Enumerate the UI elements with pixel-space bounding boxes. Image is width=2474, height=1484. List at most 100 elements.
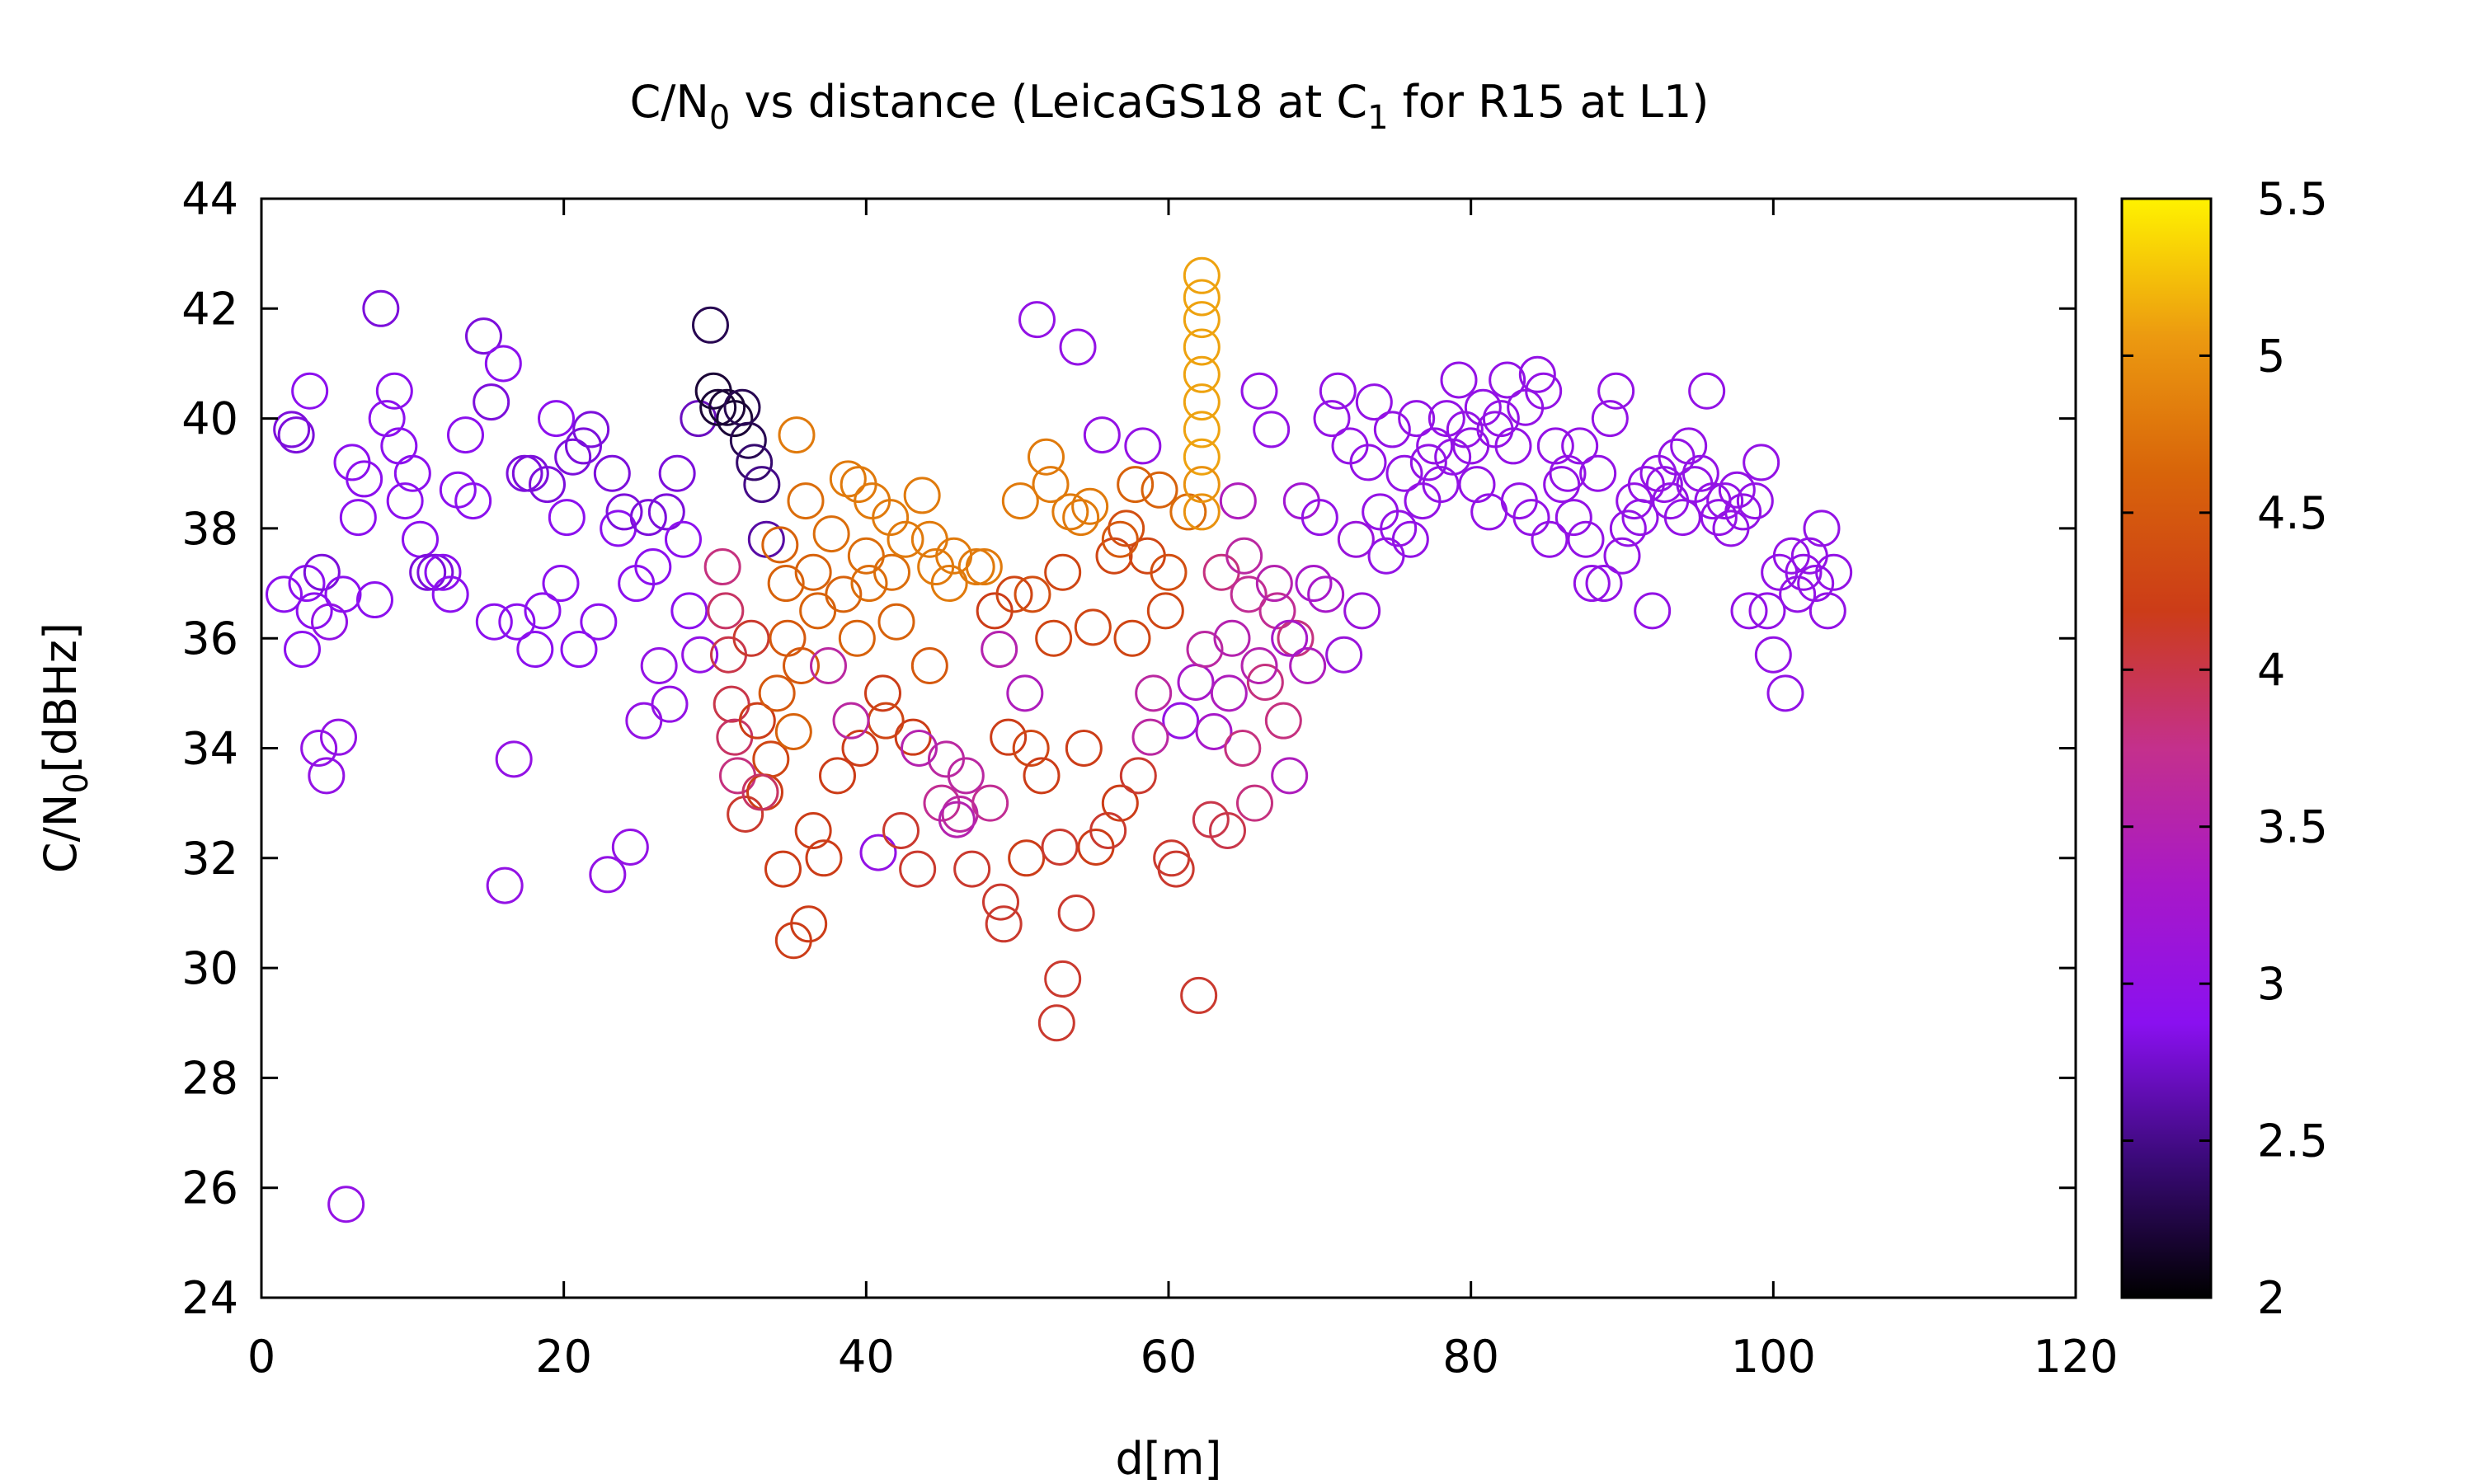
- data-point: [1416, 427, 1454, 465]
- data-point: [605, 493, 643, 531]
- data-point: [1101, 784, 1139, 822]
- data-point: [1730, 592, 1768, 630]
- data-point: [1319, 372, 1357, 410]
- data-point: [1035, 619, 1073, 657]
- data-point: [324, 575, 362, 613]
- data-point: [362, 289, 400, 327]
- colorbar-tick-label: 2: [2257, 1272, 2285, 1324]
- data-point: [1258, 592, 1296, 630]
- data-point: [859, 834, 897, 871]
- colorbar-tick-label: 2.5: [2257, 1115, 2328, 1167]
- data-point: [1065, 730, 1103, 767]
- data-point: [990, 718, 1028, 756]
- data-point: [1150, 553, 1188, 591]
- data-point: [938, 801, 976, 838]
- data-point: [431, 575, 469, 613]
- data-point: [629, 499, 667, 537]
- data-point: [716, 400, 754, 438]
- data-point: [375, 372, 413, 410]
- data-point: [516, 631, 554, 669]
- data-point: [1146, 592, 1184, 630]
- y-tick-label: 42: [181, 283, 238, 335]
- data-point: [794, 553, 832, 591]
- x-tick-label: 60: [1141, 1331, 1197, 1383]
- y-tick-label: 38: [181, 503, 238, 555]
- data-point: [1253, 411, 1291, 448]
- data-point: [810, 647, 847, 685]
- data-point: [1422, 466, 1460, 504]
- data-point: [965, 548, 1003, 586]
- data-point: [303, 553, 341, 591]
- data-point: [1591, 400, 1629, 438]
- data-point: [1736, 482, 1774, 520]
- data-point: [1180, 976, 1218, 1014]
- data-point: [758, 674, 796, 712]
- data-point: [1255, 565, 1293, 603]
- y-tick-label: 34: [181, 723, 238, 775]
- data-point: [554, 438, 592, 476]
- data-point: [729, 421, 767, 459]
- data-point: [957, 548, 995, 586]
- data-point: [1815, 553, 1853, 591]
- data-point: [1458, 466, 1496, 504]
- data-point: [475, 603, 513, 641]
- data-point: [447, 416, 484, 454]
- data-point: [1494, 427, 1532, 465]
- data-point: [424, 553, 462, 591]
- data-point: [1718, 471, 1756, 509]
- data-point: [1380, 510, 1418, 547]
- data-point: [1706, 482, 1744, 520]
- data-point: [1117, 466, 1155, 504]
- data-point: [1131, 718, 1169, 756]
- data-point: [1089, 811, 1127, 849]
- data-point: [723, 388, 761, 426]
- data-point: [1051, 493, 1089, 531]
- data-point: [580, 603, 618, 641]
- data-point: [738, 702, 776, 740]
- data-point: [1398, 400, 1436, 438]
- data-point: [716, 718, 754, 756]
- data-point: [1209, 811, 1246, 849]
- colorbar-tick-label: 5: [2257, 330, 2285, 382]
- data-point: [719, 757, 756, 795]
- data-point: [1074, 608, 1112, 646]
- data-point: [985, 905, 1023, 943]
- data-point: [825, 575, 863, 613]
- data-point: [761, 526, 799, 564]
- data-point: [1295, 565, 1333, 603]
- data-point: [805, 839, 843, 877]
- x-axis-ticks: 0 20 40 60 80 100 120: [247, 199, 2119, 1383]
- data-point: [277, 416, 315, 454]
- data-point: [1183, 256, 1221, 294]
- y-tick-label: 40: [181, 393, 238, 445]
- data-point: [1183, 466, 1221, 504]
- colorbar-tick-label: 5.5: [2257, 173, 2328, 225]
- data-point: [291, 372, 329, 410]
- data-point: [1754, 636, 1792, 674]
- data-point: [1240, 647, 1278, 685]
- data-point: [971, 784, 1009, 822]
- chart-title: C/N0 vs distance (LeicaGS18 at C1 for R1…: [630, 76, 1710, 137]
- x-tick-label: 40: [838, 1331, 895, 1383]
- data-point: [1183, 355, 1221, 393]
- x-axis-label: d[m]: [1115, 1433, 1221, 1484]
- data-point: [1489, 361, 1526, 399]
- data-point: [266, 575, 303, 613]
- data-point: [832, 702, 870, 740]
- data-point: [1014, 575, 1051, 613]
- data-point: [1183, 301, 1221, 339]
- data-point: [1785, 553, 1823, 591]
- data-point: [850, 565, 888, 603]
- data-point: [1183, 328, 1221, 366]
- data-point: [1264, 702, 1302, 740]
- data-point: [339, 499, 377, 537]
- data-point: [665, 520, 702, 558]
- data-point: [1634, 592, 1672, 630]
- y-tick-label: 24: [181, 1272, 238, 1324]
- x-tick-label: 120: [2033, 1331, 2118, 1383]
- data-point: [1095, 537, 1133, 575]
- data-point: [1023, 757, 1061, 795]
- data-point: [658, 454, 696, 492]
- data-point: [947, 757, 985, 795]
